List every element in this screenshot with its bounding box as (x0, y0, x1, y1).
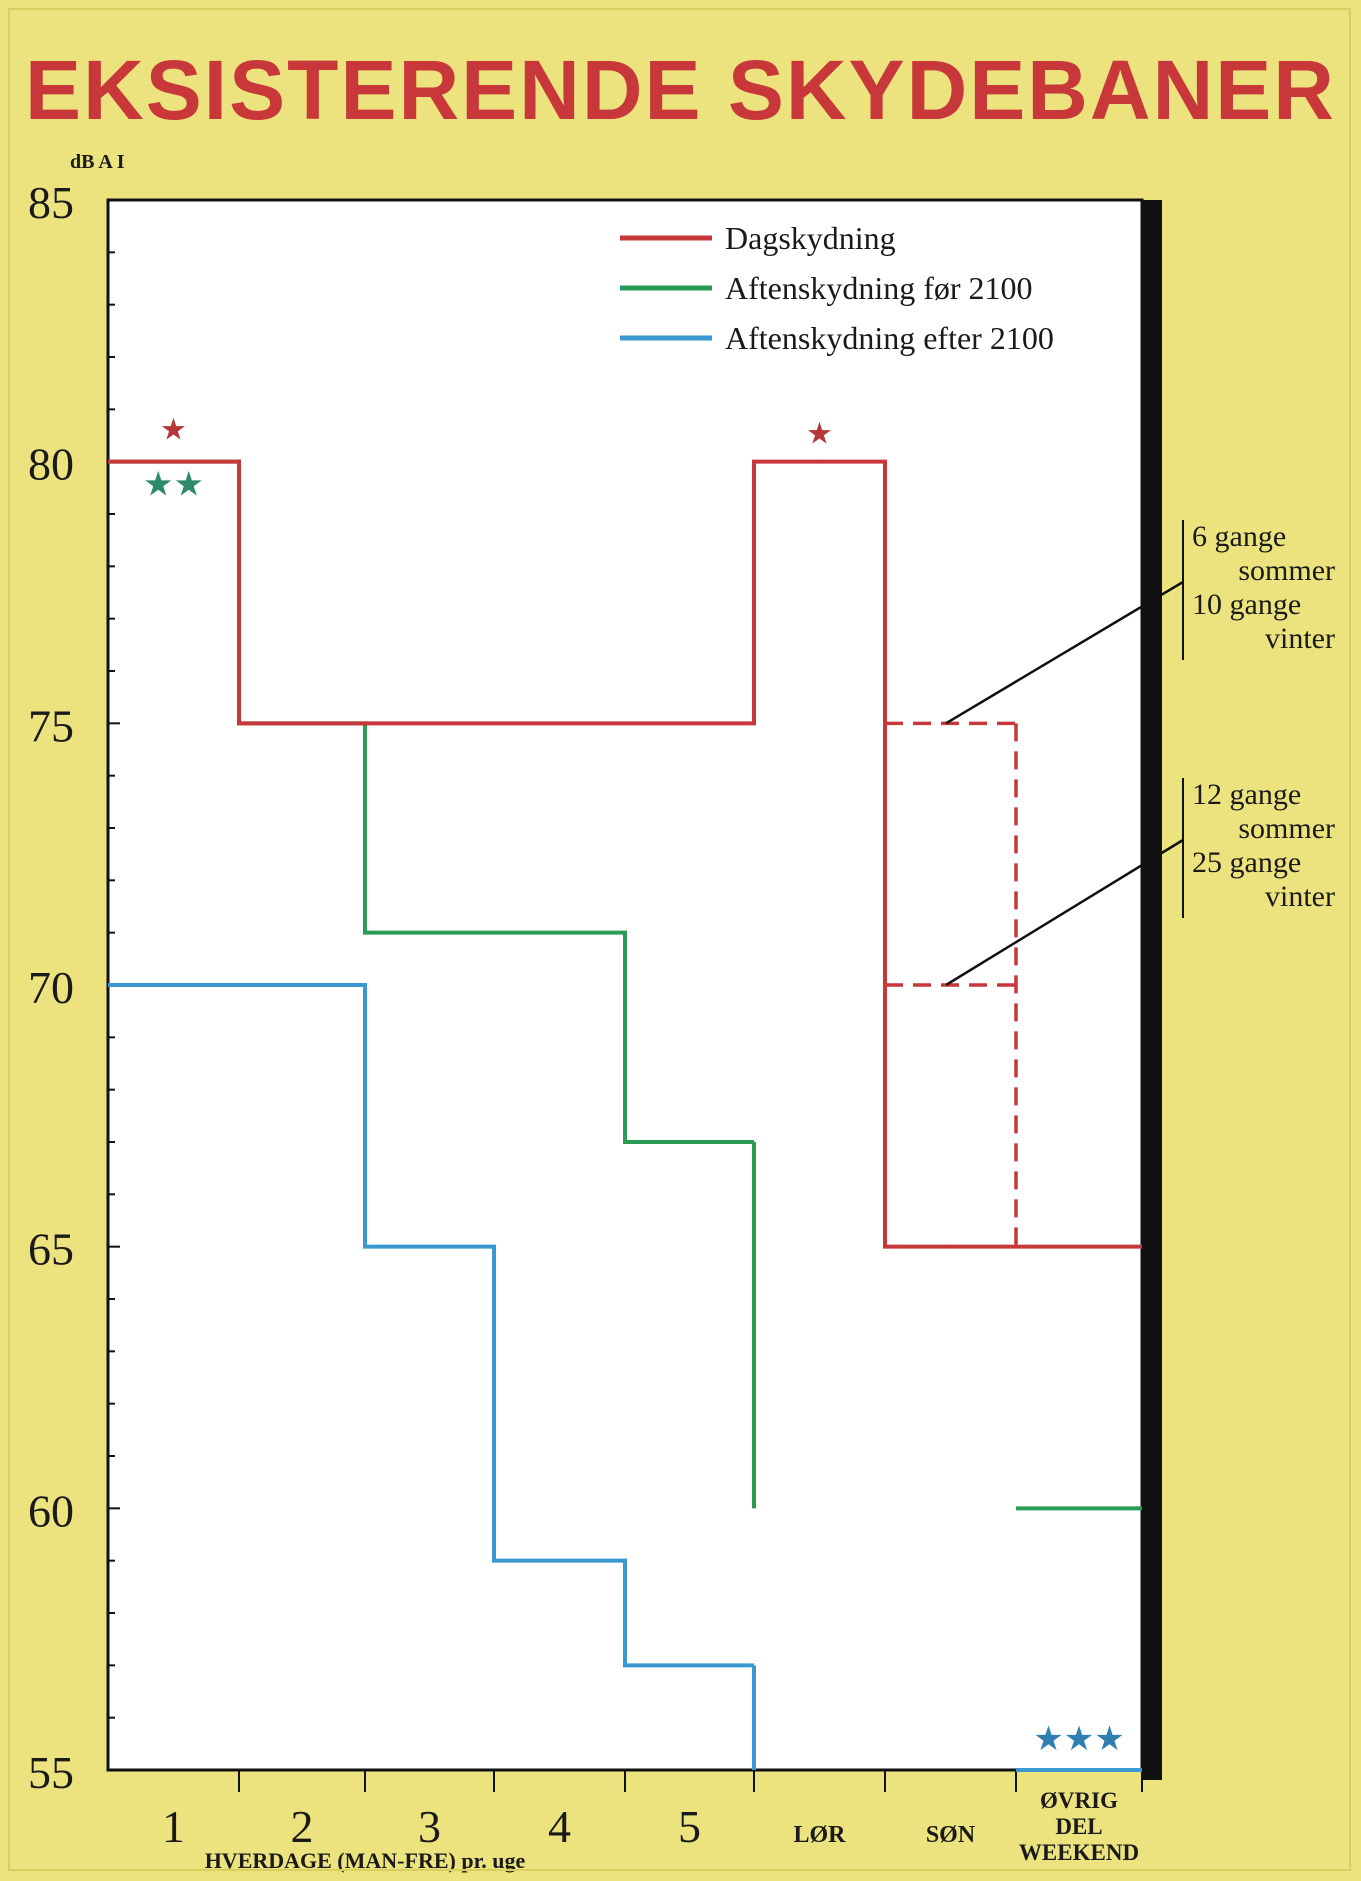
x-tick-label: ØVRIG (1040, 1788, 1118, 1813)
x-axis-label: HVERDAGE (MAN-FRE) pr. uge (205, 1848, 526, 1873)
y-tick-label: 60 (28, 1485, 74, 1536)
x-tick-label: SØN (926, 1822, 976, 1848)
x-tick-label: 4 (548, 1801, 571, 1852)
annotation-text: 6 gange (1192, 520, 1286, 553)
x-tick-label: WEEKEND (1019, 1840, 1139, 1865)
series-line-aftenskydning-efter-2100 (108, 983, 754, 1668)
y-tick-label: 75 (28, 700, 74, 751)
legend-label: Aftenskydning efter 2100 (725, 320, 1054, 356)
legend-label: Dagskydning (725, 220, 896, 256)
annotation-leader (945, 580, 1184, 725)
annotation-text: sommer (1238, 554, 1335, 587)
star-mark: ★ (806, 417, 833, 452)
star-mark: ★ (160, 413, 187, 448)
annotation-text: sommer (1238, 812, 1335, 845)
annotation-text: vinter (1265, 880, 1335, 913)
annotation-text: 10 gange (1192, 588, 1301, 621)
star-mark: ★★★ (1033, 1719, 1124, 1759)
y-tick-label: 65 (28, 1224, 74, 1275)
chart-title: EKSISTERENDE SKYDEBANER (25, 43, 1336, 137)
plot-shadow (1142, 200, 1162, 1780)
legend-label: Aftenskydning før 2100 (725, 270, 1033, 306)
y-tick-label: 55 (28, 1747, 74, 1798)
x-tick-label: 2 (291, 1801, 314, 1852)
y-tick-label: 80 (28, 439, 74, 490)
x-tick-label: 5 (678, 1801, 701, 1852)
x-tick-label: DEL (1055, 1814, 1102, 1839)
y-tick-label: 85 (28, 177, 74, 228)
y-axis-label: dB A I (70, 151, 125, 173)
annotation-leader (945, 838, 1184, 987)
x-tick-label: 3 (418, 1801, 441, 1852)
star-mark: ★★ (143, 465, 204, 505)
annotation-text: 12 gange (1192, 778, 1301, 811)
x-tick-label: LØR (793, 1822, 846, 1848)
annotation-text: 25 gange (1192, 846, 1301, 879)
annotation-text: vinter (1265, 622, 1335, 655)
x-tick-label: 1 (162, 1801, 185, 1852)
y-tick-label: 70 (28, 962, 74, 1013)
